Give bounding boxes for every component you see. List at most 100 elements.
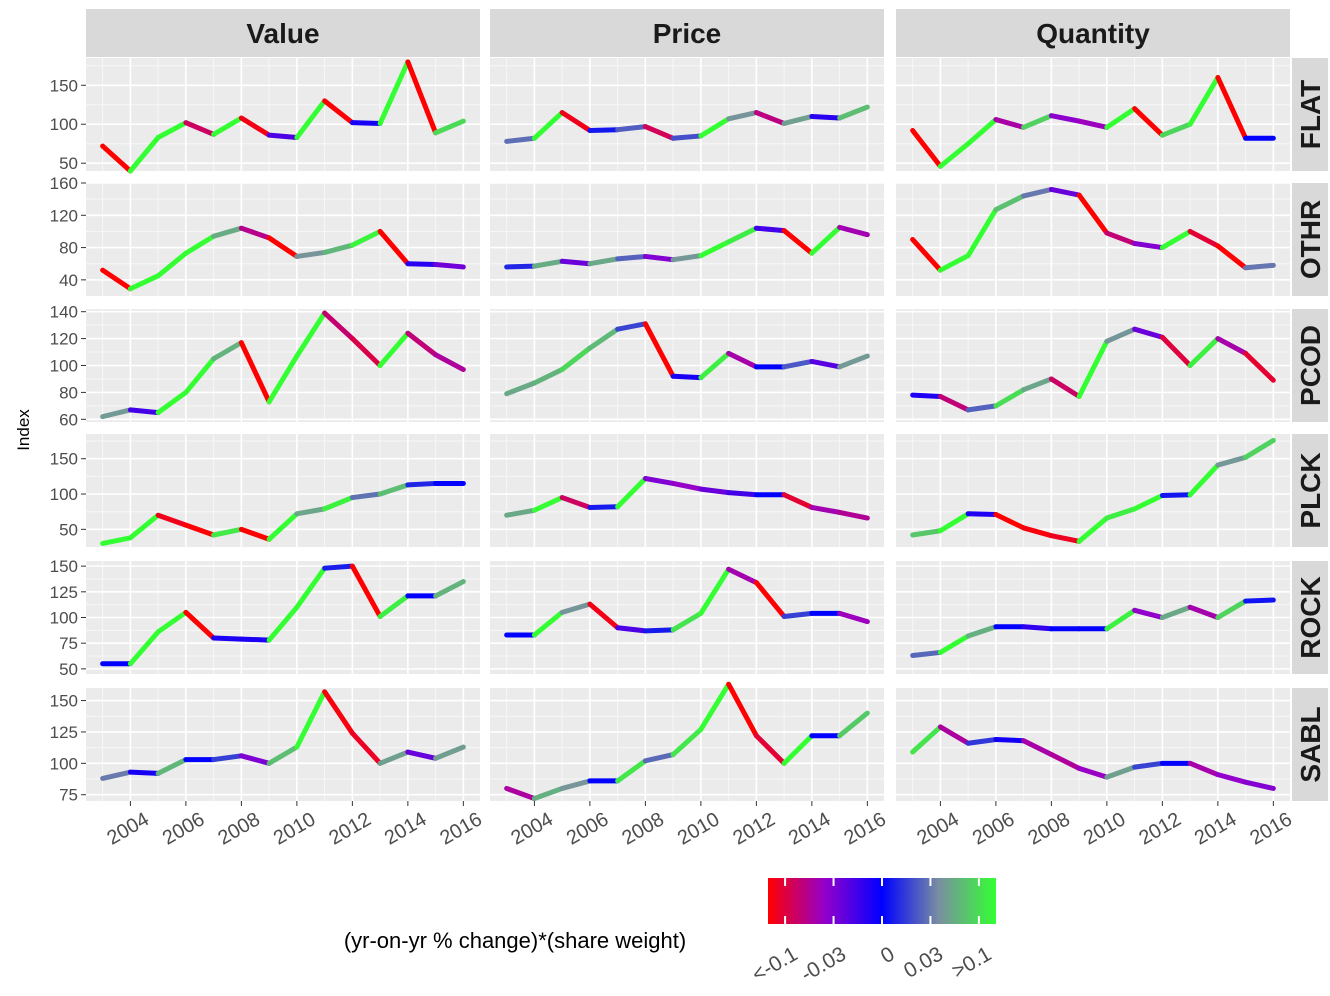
series-segment (753, 110, 787, 126)
series-segment (615, 124, 648, 133)
series-segment (1076, 192, 1110, 236)
series-segment (1132, 326, 1165, 340)
series-segment (294, 565, 328, 610)
series-segment (698, 681, 732, 732)
x-tick-label: 2012 (729, 808, 779, 849)
series-segment (155, 120, 189, 140)
facet-strip-price: Price (490, 9, 884, 57)
series-segment (100, 769, 133, 781)
series-segment (965, 403, 999, 413)
facet-strip-plck: PLCK (1292, 434, 1328, 547)
series-segment (238, 225, 272, 241)
series-segment (433, 744, 466, 761)
series-segment (642, 752, 676, 764)
series-segment (183, 120, 217, 137)
y-tick-label: 75 (59, 786, 78, 805)
series-segment (238, 115, 272, 138)
series-segment (211, 340, 244, 362)
series-segment (100, 267, 133, 292)
series-segment (349, 228, 383, 248)
y-tick-label: 80 (59, 239, 78, 258)
series-segment (349, 491, 383, 501)
series-segment (642, 475, 676, 486)
series-segment (1215, 336, 1249, 356)
series-segment (1132, 106, 1165, 138)
series-segment (937, 633, 971, 655)
legend-tick-label: -0.03 (797, 942, 850, 986)
series-segment (211, 115, 244, 137)
facet-row-label: OTHR (1295, 200, 1326, 279)
series-segment (615, 625, 648, 634)
series-segment (1132, 760, 1165, 770)
panel-sabl-price (490, 681, 884, 801)
series-segment (910, 528, 943, 538)
series-segment (615, 758, 648, 784)
series-segment (433, 262, 466, 270)
series-segment (266, 132, 300, 140)
series-segment (127, 629, 161, 667)
series-segment (1076, 118, 1110, 130)
x-tick-label: 2006 (563, 808, 613, 849)
series-segment (155, 609, 189, 635)
y-tick-label: 100 (50, 609, 78, 628)
series-segment (531, 258, 565, 269)
series-segment (377, 228, 411, 267)
y-tick-label: 120 (50, 330, 78, 349)
legend-tick-label: 0 (877, 942, 899, 968)
series-segment (1104, 106, 1138, 130)
series-segment (100, 407, 133, 420)
series-segment (910, 649, 943, 659)
series-segment (1132, 241, 1165, 251)
series-segment (698, 239, 732, 259)
series-segment (1159, 228, 1193, 251)
series-segment (965, 736, 999, 746)
series-segment (211, 225, 244, 239)
series-segment (1187, 604, 1221, 620)
series-segment (698, 116, 732, 139)
legend-tick-label: <-0.1 (748, 942, 801, 986)
series-segment (211, 526, 244, 538)
series-segment (1132, 492, 1165, 512)
series-segment (1021, 186, 1054, 199)
y-tick-label: 140 (50, 303, 78, 322)
series-segment (1021, 113, 1054, 130)
x-tick-label: 2004 (103, 808, 153, 849)
series-segment (405, 59, 439, 136)
facet-strip-pcod: PCOD (1292, 309, 1328, 422)
series-segment (504, 785, 537, 801)
series-segment (587, 601, 621, 631)
series-segment (837, 509, 870, 521)
series-segment (1243, 597, 1276, 604)
series-segment (1104, 607, 1138, 632)
series-segment (753, 733, 787, 766)
series-segment (910, 127, 943, 169)
series-segment (183, 233, 217, 256)
series-segment (615, 475, 648, 510)
series-segment (1132, 607, 1165, 620)
series-segment (531, 110, 565, 141)
x-tick-label: 2016 (436, 808, 486, 849)
facet-column-label: Value (246, 18, 319, 49)
series-segment (698, 350, 732, 381)
series-segment (183, 522, 217, 538)
x-tick-label: 2004 (507, 808, 557, 849)
series-segment (238, 340, 272, 405)
series-segment (294, 689, 328, 750)
series-segment (322, 98, 355, 126)
series-segment (294, 310, 328, 359)
facet-strip-flat: FLAT (1292, 58, 1328, 171)
facet-column-label: Price (653, 18, 722, 49)
series-segment (266, 744, 300, 766)
color-legend: (yr-on-yr % change)*(share weight) <-0.1… (344, 878, 996, 987)
panel-plck-price (490, 434, 884, 547)
x-tick-label: 2014 (1191, 808, 1241, 849)
panel-plck-value (86, 434, 480, 547)
facet-row-label: PCOD (1295, 325, 1326, 406)
panel-sabl-value (86, 688, 480, 801)
panel-flat-value (86, 58, 480, 174)
series-segment (726, 350, 759, 370)
y-tick-label: 150 (50, 692, 78, 711)
series-segment (1076, 765, 1110, 780)
series-segment (266, 511, 300, 542)
